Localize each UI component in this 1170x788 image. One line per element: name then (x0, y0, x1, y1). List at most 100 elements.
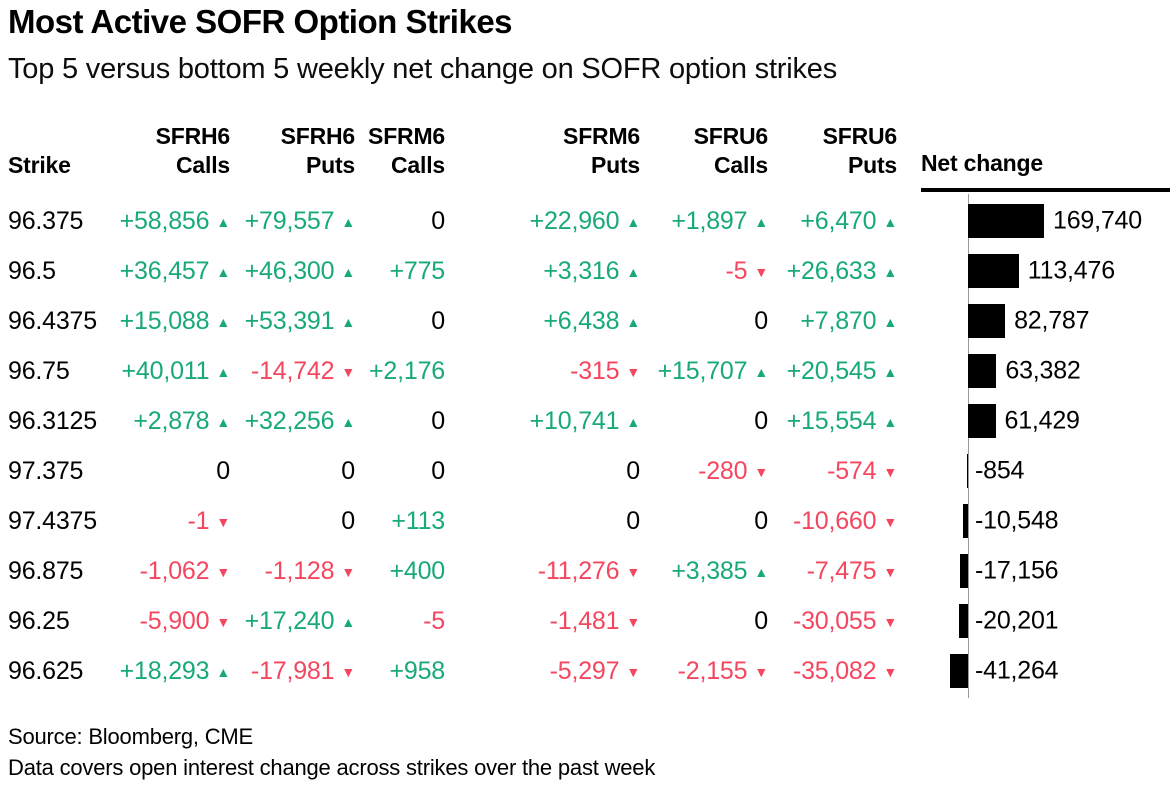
trend-down-icon: ▼ (341, 364, 355, 381)
value-number: -7,475 (806, 556, 877, 585)
value-cell: 0 (640, 407, 768, 436)
value-cell: 0 (230, 507, 355, 536)
value-number: +1,897 (671, 206, 748, 235)
trend-up-icon: ▲ (883, 264, 897, 281)
net-change-value: -854 (975, 456, 1025, 485)
col-header-strike: Strike (8, 152, 71, 179)
net-change-cell: -854 (897, 444, 1170, 499)
value-number: -17,981 (250, 656, 335, 685)
value-cell: +3,385 ▲ (640, 557, 768, 586)
net-change-bar (966, 454, 968, 489)
net-change-bar (968, 204, 1044, 239)
trend-up-icon: ▲ (341, 614, 355, 631)
value-number: +53,391 (244, 306, 335, 335)
strike-cell: 96.25 (8, 606, 70, 635)
col-header-sfrh6-puts: SFRH6 Puts (280, 123, 356, 179)
strike-cell: 96.875 (8, 556, 84, 585)
value-cell: -5,900 ▼ (108, 607, 231, 636)
col-header-sfrm6-puts: SFRM6 Puts (563, 123, 640, 179)
col-header-net-change: Net change (897, 149, 1170, 193)
value-number: 0 (216, 456, 230, 485)
table-row: 97.4375 -1 ▼ 0 +113 0 0 -10,660 ▼ -10,548 (8, 494, 1170, 549)
value-number: +958 (389, 656, 445, 685)
table-row: 96.25 -5,900 ▼ +17,240 ▲ -5 -1,481 ▼ 0 -30,… (8, 594, 1170, 649)
net-change-value: -10,548 (975, 506, 1059, 535)
value-cell: +400 (355, 557, 445, 586)
value-cell: +7,870 ▲ (768, 307, 897, 336)
trend-down-icon: ▼ (883, 564, 897, 581)
value-number: -574 (827, 456, 877, 485)
trend-up-icon: ▲ (626, 214, 640, 231)
net-change-value: 63,382 (1005, 356, 1081, 385)
value-number: -14,742 (250, 356, 335, 385)
trend-up-icon: ▲ (216, 214, 230, 231)
trend-down-icon: ▼ (341, 564, 355, 581)
value-cell: +32,256 ▲ (230, 407, 356, 436)
value-number: +22,960 (529, 206, 620, 235)
net-change-cell: -10,548 (897, 494, 1170, 549)
value-number: +40,011 (121, 356, 210, 385)
trend-up-icon: ▲ (626, 264, 640, 281)
value-number: +15,707 (657, 356, 748, 385)
trend-down-icon: ▼ (754, 664, 768, 681)
value-cell: 0 (640, 507, 768, 536)
zero-axis-line (968, 644, 969, 699)
value-number: +775 (389, 256, 445, 285)
value-cell: -7,475 ▼ (768, 556, 898, 586)
value-cell: +79,557 ▲ (230, 206, 356, 236)
value-cell: +1,897 ▲ (640, 207, 768, 236)
value-cell: -1,481 ▼ (445, 607, 641, 636)
zero-axis-line (968, 494, 969, 549)
net-change-bar (968, 304, 1006, 339)
value-number: +18,293 (119, 656, 210, 685)
strike-cell: 96.75 (8, 356, 70, 385)
value-number: -10,660 (792, 506, 877, 535)
trend-down-icon: ▼ (883, 514, 897, 531)
value-cell: -5,297 ▼ (445, 657, 641, 686)
trend-up-icon: ▲ (883, 214, 897, 231)
page-subtitle: Top 5 versus bottom 5 weekly net change … (8, 53, 838, 86)
value-cell: +17,240 ▲ (230, 606, 356, 636)
trend-down-icon: ▼ (216, 614, 230, 631)
trend-up-icon: ▲ (341, 264, 355, 281)
value-cell: +2,878 ▲ (108, 407, 230, 436)
value-cell: +53,391 ▲ (230, 306, 356, 336)
value-number: +20,545 (786, 356, 877, 385)
col-header-sfru6-calls: SFRU6 Calls (693, 123, 769, 179)
value-number: +17,240 (244, 606, 335, 635)
trend-up-icon: ▲ (754, 364, 768, 381)
value-number: -1,128 (264, 556, 335, 585)
net-change-value: -20,201 (975, 606, 1059, 635)
net-change-bar (968, 354, 997, 389)
value-cell: -2,155 ▼ (640, 656, 769, 686)
value-number: +26,633 (786, 256, 877, 285)
value-number: +400 (389, 556, 445, 585)
net-change-cell: 61,429 (897, 394, 1170, 449)
table-row: 96.375 +58,856 ▲ +79,557 ▲ 0 +22,960 ▲ +1,8… (8, 194, 1170, 249)
value-cell: 0 (445, 457, 640, 486)
value-number: 0 (431, 456, 445, 485)
table-row: 96.625 +18,293 ▲ -17,981 ▼ +958 -5,297 ▼ -2… (8, 644, 1170, 699)
trend-down-icon: ▼ (883, 464, 897, 481)
table-row: 96.875 -1,062 ▼ -1,128 ▼ +400 -11,276 ▼ +3,… (8, 544, 1170, 599)
value-number: 0 (626, 506, 640, 535)
value-number: -35,082 (792, 656, 877, 685)
value-number: 0 (754, 606, 768, 635)
strike-cell: 96.5 (8, 256, 56, 285)
value-cell: -14,742 ▼ (230, 357, 355, 386)
value-cell: 0 (230, 457, 355, 486)
zero-axis-line (968, 544, 969, 599)
net-change-cell: 82,787 (897, 294, 1170, 349)
value-cell: 0 (355, 307, 445, 336)
table-row: 96.5 +36,457 ▲ +46,300 ▲ +775 +3,316 ▲ -5 ▼ … (8, 244, 1170, 299)
value-number: -315 (570, 356, 620, 385)
net-change-value: -17,156 (975, 556, 1059, 585)
value-number: -2,155 (677, 656, 748, 685)
value-number: +3,316 (543, 256, 620, 285)
value-cell: +46,300 ▲ (230, 257, 356, 286)
net-change-value: 169,740 (1053, 206, 1142, 235)
trend-up-icon: ▲ (626, 314, 640, 331)
value-number: +79,557 (244, 206, 335, 235)
value-cell: -30,055 ▼ (768, 607, 897, 636)
value-cell: +58,856 ▲ (108, 207, 231, 236)
